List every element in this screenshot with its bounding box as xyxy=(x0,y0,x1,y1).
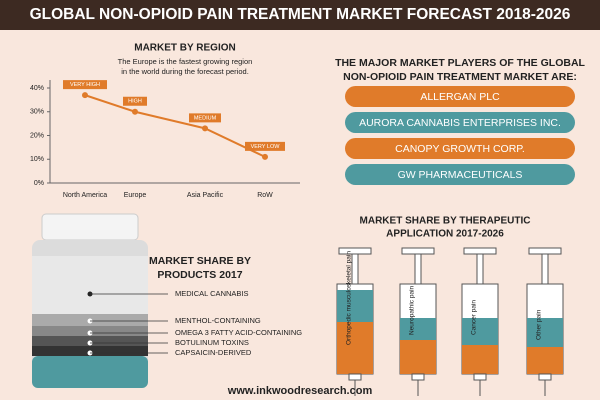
header-title: GLOBAL NON-OPIOID PAIN TREATMENT MARKET … xyxy=(30,6,571,23)
point-label-bg xyxy=(63,80,107,90)
plunger-head xyxy=(401,247,435,255)
syringe: Neuropathic pain xyxy=(399,247,437,396)
x-tick-label: RoW xyxy=(257,192,273,199)
product-label: MEDICAL CANNABIS xyxy=(175,289,249,298)
products-title: MARKET SHARE BY xyxy=(149,255,251,267)
chart-subtitle: in the world during the forecast period. xyxy=(121,67,249,76)
header-band xyxy=(0,0,600,30)
fill-teal xyxy=(527,318,563,347)
needle-base xyxy=(411,373,425,381)
y-tick-label: 40% xyxy=(30,85,44,92)
syringe: Other pain xyxy=(526,247,564,396)
plunger-rod xyxy=(414,253,422,285)
player-pill xyxy=(345,112,575,133)
point-label: HIGH xyxy=(128,99,142,105)
x-tick-label: North America xyxy=(63,192,107,199)
y-tick-label: 0% xyxy=(34,180,44,187)
fill-teal xyxy=(400,318,436,340)
x-tick-label: Asia Pacific xyxy=(187,192,224,199)
needle-base xyxy=(348,373,362,381)
applications-title: MARKET SHARE BY THERAPEUTIC xyxy=(360,216,531,227)
application-label: Neuropathic pain xyxy=(409,285,416,335)
fill-orange xyxy=(337,322,373,374)
application-label: Orthopedic musculoskeletal pain xyxy=(346,251,353,345)
fill-teal xyxy=(337,290,373,322)
player-name: GW PHARMACEUTICALS xyxy=(398,169,523,181)
point xyxy=(132,108,138,115)
chart-title: MARKET BY REGION xyxy=(134,43,236,54)
footer: www.inkwoodresearch.com xyxy=(227,385,373,397)
plunger-head xyxy=(338,247,372,255)
plunger-head xyxy=(463,247,497,255)
player-name: ALLERGAN PLC xyxy=(420,91,500,103)
plunger-rod xyxy=(476,253,484,285)
plunger-rod xyxy=(351,253,359,285)
point-label: VERY HIGH xyxy=(70,82,100,88)
line-series xyxy=(84,94,266,158)
fill-teal xyxy=(462,318,498,345)
fill-orange xyxy=(462,345,498,374)
x-tick-label: Europe xyxy=(124,192,147,199)
y-tick-label: 30% xyxy=(30,109,44,116)
application-label: Other pain xyxy=(536,309,543,340)
players-title: NON-OPIOID PAIN TREATMENT MARKET ARE: xyxy=(343,71,577,83)
player-pill xyxy=(345,86,575,107)
player-pill xyxy=(345,164,575,185)
point-label-bg xyxy=(245,141,285,151)
application-label: Cancer pain xyxy=(471,300,478,335)
chart-subtitle: The Europe is the fastest growing region xyxy=(118,57,253,66)
applications-title: APPLICATION 2017-2026 xyxy=(386,229,504,240)
y-tick-label: 20% xyxy=(30,132,44,139)
point-label-bg xyxy=(189,113,221,123)
needle-base xyxy=(473,373,487,381)
y-tick-label: 10% xyxy=(30,156,44,163)
product-label: BOTULINUM TOXINS xyxy=(175,338,249,347)
players-title: THE MAJOR MARKET PLAYERS OF THE GLOBAL xyxy=(335,57,585,69)
point-label: VERY LOW xyxy=(251,144,281,150)
point-label: MEDIUM xyxy=(194,115,217,121)
point xyxy=(202,125,208,132)
syringe: Cancer pain xyxy=(461,247,499,396)
point-label-bg xyxy=(123,96,147,106)
product-label: MENTHOL-CONTAINING xyxy=(175,316,261,325)
plunger-rod xyxy=(541,253,549,285)
syringe: Orthopedic musculoskeletal pain xyxy=(336,247,374,396)
bottle xyxy=(32,213,148,388)
player-pill xyxy=(345,138,575,159)
point xyxy=(82,92,88,99)
point xyxy=(262,153,268,160)
player-name: AURORA CANNABIS ENTERPRISES INC. xyxy=(359,117,561,129)
player-name: CANOPY GROWTH CORP. xyxy=(395,143,525,155)
products-title: PRODUCTS 2017 xyxy=(157,269,242,281)
fill-orange xyxy=(400,340,436,374)
plunger-head xyxy=(528,247,562,255)
product-label: CAPSAICIN-DERIVED xyxy=(175,348,252,357)
fill-orange xyxy=(527,347,563,374)
needle-base xyxy=(538,373,552,381)
product-label: OMEGA 3 FATTY ACID-CONTAINING xyxy=(175,328,302,337)
